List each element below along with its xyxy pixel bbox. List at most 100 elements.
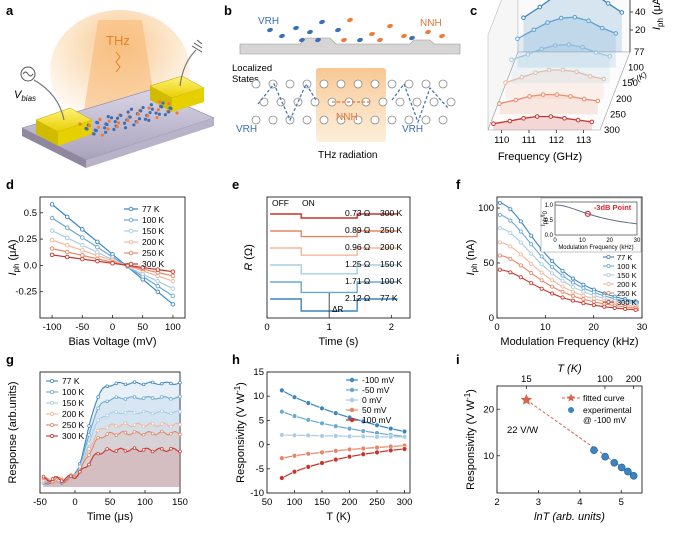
d-series-point <box>64 225 70 231</box>
g-legend-label: 77 K <box>62 376 80 386</box>
localized-state-circle <box>387 79 397 89</box>
nanowire-dot <box>128 115 132 119</box>
electrode-right-side <box>172 88 204 112</box>
localized-state-circle <box>370 79 380 89</box>
nanowire-dot <box>146 114 150 118</box>
localized-state-circle <box>412 97 422 107</box>
surface-carrier-dot <box>319 19 325 25</box>
localized-state-circle <box>429 97 439 107</box>
f-series-point <box>497 212 502 217</box>
h-series-point <box>333 433 339 439</box>
h-y-tick-label: -10 <box>250 488 264 499</box>
f-series-point <box>508 270 513 275</box>
i-plot-frame <box>496 385 643 494</box>
d-x-tick-label: 50 <box>137 322 148 333</box>
f-series-point <box>570 293 575 298</box>
i-y-tick-label: 10 <box>483 451 494 462</box>
g-series-point <box>87 453 91 457</box>
c-series-point <box>613 31 619 36</box>
c-depth-tick-label: 100 <box>628 63 644 74</box>
g-series-point <box>114 395 119 399</box>
h-x-tick-label: 250 <box>369 497 385 508</box>
h-series-point <box>279 475 285 481</box>
nanowire-dot <box>129 107 134 111</box>
g-x-tick-label: 0 <box>72 497 77 508</box>
f-x-tick-label: 30 <box>637 322 648 333</box>
g-series-fill <box>43 411 180 487</box>
h-series-point <box>279 432 285 438</box>
f-inset-frame <box>554 201 638 236</box>
nanowire-dot <box>132 123 136 127</box>
f-series-point <box>560 273 565 278</box>
c-series-point <box>619 10 625 15</box>
f-x-axis-label: Modulation Frequency (kHz) <box>500 336 638 348</box>
electrode-left-front <box>36 120 58 146</box>
h-legend-label: -100 mV <box>362 375 394 385</box>
h-y-tick-label: 10 <box>253 391 264 402</box>
nanowire-dot <box>141 105 145 110</box>
h-series-point <box>291 413 298 419</box>
localized-state-circle <box>353 79 363 89</box>
f-series-point <box>570 298 575 303</box>
g-series-line <box>43 410 181 483</box>
i-legend-exp-label: experimental <box>583 405 632 415</box>
g-series-point <box>96 436 100 440</box>
c-series-point <box>580 44 585 50</box>
surface-carrier-dot <box>315 37 321 43</box>
g-series-point <box>123 410 128 415</box>
f-series-point <box>497 240 502 245</box>
d-legend-marker <box>128 206 134 212</box>
e-series-trace <box>270 230 398 238</box>
i-x-tick-label: 2 <box>494 497 499 508</box>
c-series-point <box>521 15 526 21</box>
f-legend-label: 300 K <box>617 298 637 307</box>
c-series-point <box>558 15 564 21</box>
f-series-point <box>539 286 544 291</box>
f-series-point <box>570 280 575 285</box>
surface-carrier-dot <box>401 33 407 39</box>
d-series-point <box>49 252 55 258</box>
g-series-point <box>132 410 137 415</box>
d-series-point <box>95 258 100 264</box>
f-series-point <box>550 284 555 289</box>
vrh-right-path <box>391 82 449 124</box>
nnh-top-label: NNH <box>420 18 442 29</box>
localized-state-circle <box>446 97 456 107</box>
h-legend-label: 50 mV <box>362 405 387 415</box>
c-series-point <box>540 92 546 97</box>
panel-h-responsivity-chart: 50 100 150 200 250 300 -10 -5 0 5 10 15 T (K) Respons… <box>233 367 412 523</box>
f-legend-label: 250 K <box>617 289 637 298</box>
panel-label-a: a <box>6 3 14 18</box>
d-series-point <box>80 248 85 253</box>
h-legend-marker <box>349 387 355 393</box>
d-series-point <box>49 228 55 233</box>
i-experimental-point <box>617 463 626 472</box>
h-series-point <box>401 434 408 440</box>
panel-g-response-chart: -50 0 50 100 150 Time (μs) Response (arb.units… <box>7 371 188 523</box>
c-ylabel: Iph (μA) <box>651 0 665 30</box>
g-series-point <box>96 451 100 456</box>
panel-label-f: f <box>456 177 461 192</box>
panel-label-d: d <box>6 177 14 192</box>
g-legend-label: 250 K <box>62 420 85 430</box>
d-series-point <box>155 283 161 289</box>
localized-state-circle <box>319 79 329 89</box>
surface-carrier-dot <box>387 23 393 29</box>
c-series-point <box>534 114 540 119</box>
d-y-tick-label: -0.25 <box>15 287 37 298</box>
f-series-point <box>570 276 575 281</box>
g-series-line <box>43 447 181 482</box>
c-series-point <box>552 43 558 48</box>
e-temp-label: 250 K <box>380 225 403 235</box>
c-series-point <box>515 36 520 42</box>
c-z-tick-label: 20 <box>635 25 646 36</box>
h-series-point <box>374 449 380 456</box>
g-series-point <box>178 422 182 427</box>
surface-carrier-dot <box>369 31 375 37</box>
f-inset-3db-label: -3dB Point <box>594 203 632 212</box>
g-series-point <box>169 397 173 401</box>
localized-state-circle <box>251 115 261 125</box>
panel-label-c: c <box>470 3 477 18</box>
d-series-point <box>64 243 70 248</box>
localized-state-circle <box>438 115 448 125</box>
